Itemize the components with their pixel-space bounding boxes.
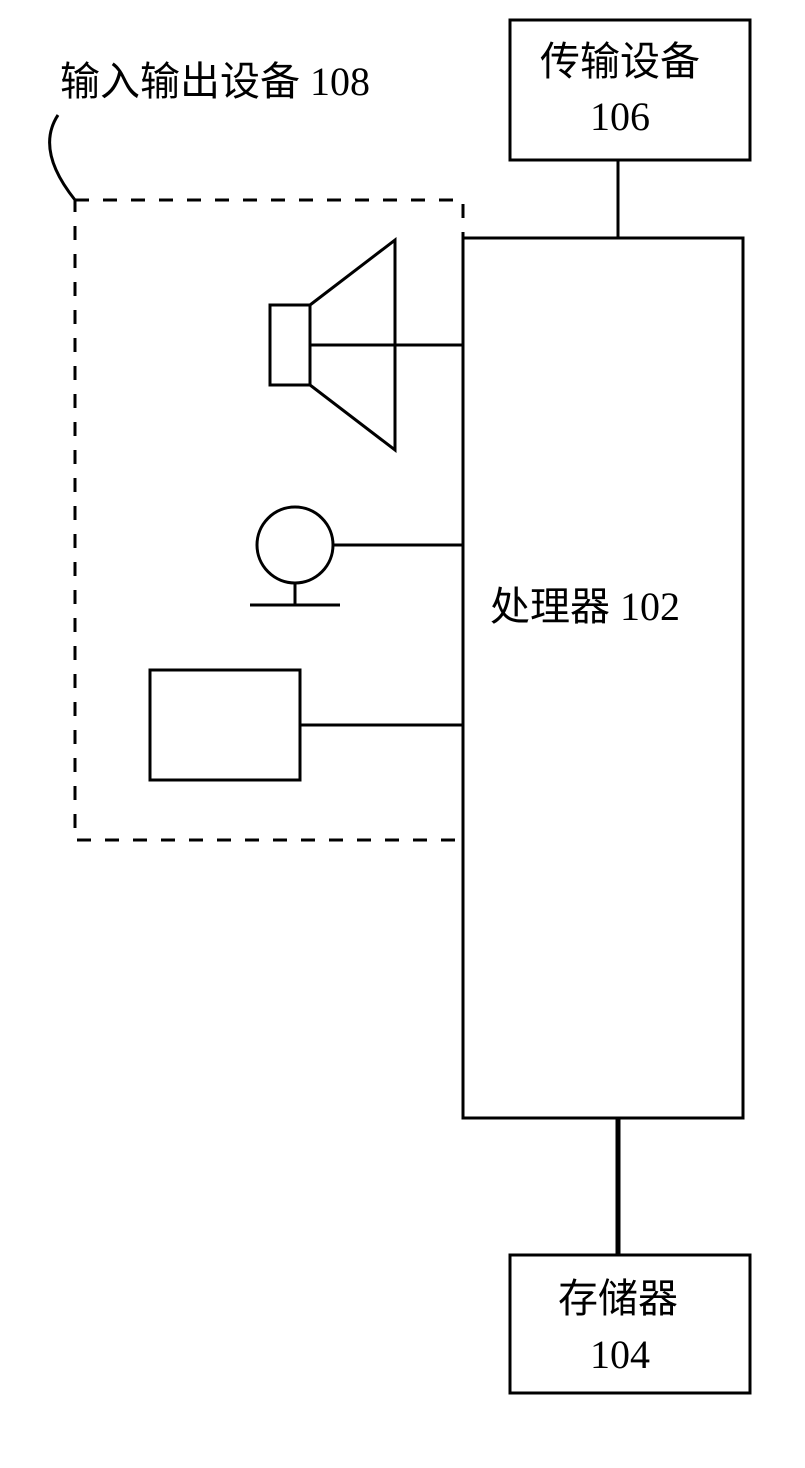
io-group-box (75, 200, 463, 840)
processor-label: 处理器 102 (490, 584, 680, 629)
speaker-icon (270, 305, 310, 385)
memory-label: 存储器 (558, 1276, 678, 1321)
microphone-icon (257, 507, 333, 583)
block-diagram: 输入输出设备 108 处理器 102 传输设备 106 存储器 104 (0, 0, 805, 1468)
transmission-number: 106 (590, 94, 650, 139)
memory-number: 104 (590, 1332, 650, 1377)
generic-device-icon (150, 670, 300, 780)
io-group-label: 输入输出设备 108 (60, 59, 370, 104)
diagram-canvas: 输入输出设备 108 处理器 102 传输设备 106 存储器 104 (0, 0, 805, 1463)
transmission-label: 传输设备 (540, 39, 700, 84)
processor-box (463, 238, 743, 1118)
io-label-arc (50, 115, 75, 200)
